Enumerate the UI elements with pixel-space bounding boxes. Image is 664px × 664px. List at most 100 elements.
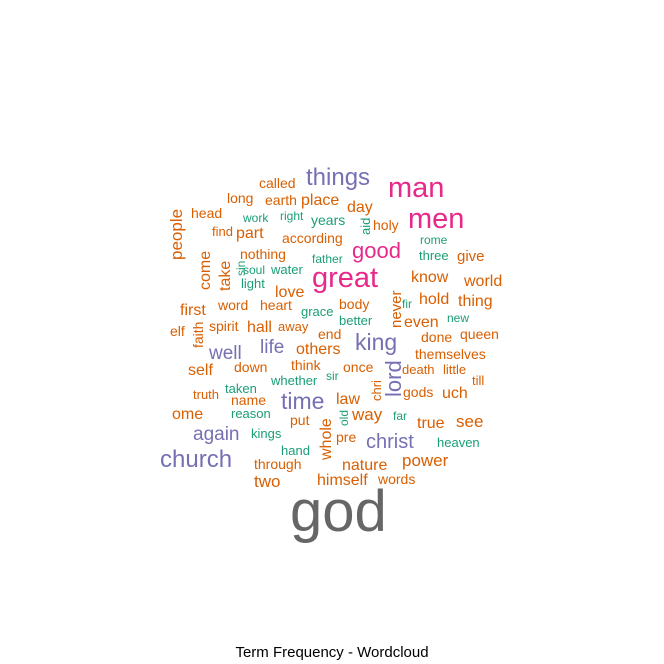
word-men: men xyxy=(408,203,464,235)
word-elf: elf xyxy=(170,323,185,339)
word-once: once xyxy=(343,359,374,375)
word-time: time xyxy=(281,388,324,414)
word-self: self xyxy=(188,362,213,379)
word-again: again xyxy=(193,424,240,445)
word-down: down xyxy=(234,359,267,375)
word-people: people xyxy=(167,209,186,260)
word-earth: earth xyxy=(265,192,297,208)
word-even: even xyxy=(404,314,439,331)
word-away: away xyxy=(278,319,309,334)
word-old: old xyxy=(337,410,351,426)
word-little: little xyxy=(443,362,466,377)
word-come: come xyxy=(197,251,214,290)
word-king: king xyxy=(355,329,397,355)
word-heaven: heaven xyxy=(437,435,480,450)
word-holy: holy xyxy=(373,217,399,233)
word-new: new xyxy=(447,311,469,325)
word-till: till xyxy=(472,373,484,388)
word-hand: hand xyxy=(281,443,310,458)
word-name: name xyxy=(231,392,266,408)
word-grace: grace xyxy=(301,304,334,319)
word-true: true xyxy=(417,415,445,432)
word-law: law xyxy=(336,391,360,408)
word-ome: ome xyxy=(172,406,203,423)
word-life: life xyxy=(260,337,284,358)
word-put: put xyxy=(290,412,310,428)
word-way: way xyxy=(351,405,383,424)
word-world: world xyxy=(463,273,502,290)
word-love: love xyxy=(275,284,304,301)
word-whether: whether xyxy=(270,373,318,388)
word-through: through xyxy=(254,456,301,472)
word-two: two xyxy=(254,472,280,491)
word-soul: soul xyxy=(243,263,265,277)
word-first: first xyxy=(180,302,206,319)
word-truth: truth xyxy=(193,387,219,402)
word-light: light xyxy=(241,276,265,291)
word-head: head xyxy=(191,205,222,221)
word-great: great xyxy=(312,262,378,294)
word-hall: hall xyxy=(247,319,272,336)
word-find: find xyxy=(212,224,233,239)
word-chri: chri xyxy=(369,380,384,401)
word-power: power xyxy=(402,451,449,470)
word-body: body xyxy=(339,296,369,312)
word-right: right xyxy=(280,209,304,223)
word-long: long xyxy=(227,190,253,206)
word-called: called xyxy=(259,175,296,191)
word-father: father xyxy=(312,252,343,266)
word-aid: aid xyxy=(358,218,373,235)
word-spirit: spirit xyxy=(209,318,239,334)
word-things: things xyxy=(306,164,370,191)
word-kings: kings xyxy=(251,426,282,441)
word-nature: nature xyxy=(342,457,387,474)
word-god: god xyxy=(290,479,387,544)
chart-title: Term Frequency - Wordcloud xyxy=(235,644,429,661)
word-water: water xyxy=(270,262,303,277)
word-day: day xyxy=(347,199,373,216)
word-word: word xyxy=(217,297,248,313)
word-three: three xyxy=(419,248,449,263)
word-uch: uch xyxy=(442,385,468,402)
word-know: know xyxy=(411,269,449,286)
word-end: end xyxy=(318,326,341,342)
word-whole: whole xyxy=(318,418,335,461)
word-hold: hold xyxy=(419,291,449,308)
word-far: far xyxy=(393,409,407,423)
word-thing: thing xyxy=(458,293,493,310)
word-others: others xyxy=(296,341,340,358)
word-see: see xyxy=(456,412,483,431)
word-taken: taken xyxy=(225,381,257,396)
word-sin: sin xyxy=(234,261,248,276)
word-take: take xyxy=(217,261,234,291)
word-church: church xyxy=(160,446,232,473)
word-years: years xyxy=(311,212,345,228)
word-christ: christ xyxy=(366,431,414,453)
word-well: well xyxy=(208,343,242,364)
word-gods: gods xyxy=(403,384,433,400)
word-nothing: nothing xyxy=(240,246,286,262)
word-fir: fir xyxy=(402,297,412,311)
word-good: good xyxy=(352,238,401,263)
word-pre: pre xyxy=(336,429,356,445)
word-according: according xyxy=(282,230,343,246)
word-sir: sir xyxy=(326,369,339,383)
word-themselves: themselves xyxy=(415,346,486,362)
word-give: give xyxy=(457,248,485,265)
word-words: words xyxy=(377,471,415,487)
word-better: better xyxy=(339,313,373,328)
word-think: think xyxy=(291,357,322,373)
word-lord: lord xyxy=(381,360,406,397)
word-work: work xyxy=(242,211,269,225)
word-never: never xyxy=(388,290,405,328)
word-rome: rome xyxy=(420,233,448,247)
word-place: place xyxy=(301,192,339,209)
word-faith: faith xyxy=(190,322,206,348)
word-reason: reason xyxy=(231,406,271,421)
word-man: man xyxy=(388,172,444,204)
word-part: part xyxy=(236,225,264,242)
word-done: done xyxy=(421,329,452,345)
word-queen: queen xyxy=(460,326,499,342)
